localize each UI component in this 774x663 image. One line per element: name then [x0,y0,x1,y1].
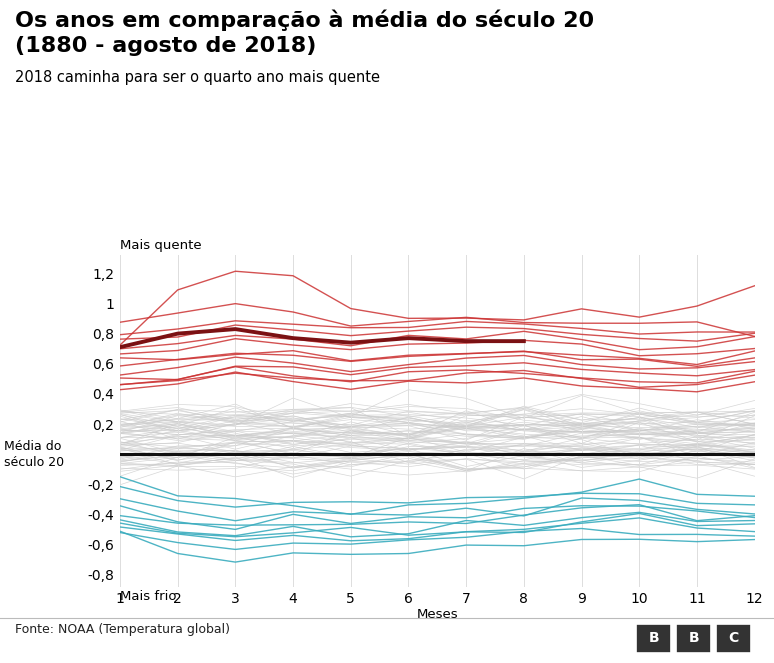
Text: 2018: 2018 [672,54,721,73]
Text: (1880 - agosto de 2018): (1880 - agosto de 2018) [15,36,317,56]
Bar [676,623,711,654]
Bar [636,623,672,654]
Text: B: B [649,631,659,646]
Text: Os anos em comparação à média do século 20: Os anos em comparação à média do século … [15,10,594,31]
Text: 2018 caminha para ser o quarto ano mais quente: 2018 caminha para ser o quarto ano mais … [15,70,381,85]
Text: Mais quente: Mais quente [120,239,201,252]
Text: Média do
século 20: Média do século 20 [4,440,64,469]
Text: B: B [689,631,699,646]
Text: C: C [729,631,739,646]
Bar [716,623,752,654]
Text: Fonte: NOAA (Temperatura global): Fonte: NOAA (Temperatura global) [15,623,231,636]
X-axis label: Meses: Meses [416,608,458,621]
Text: Mais frio: Mais frio [120,590,176,603]
